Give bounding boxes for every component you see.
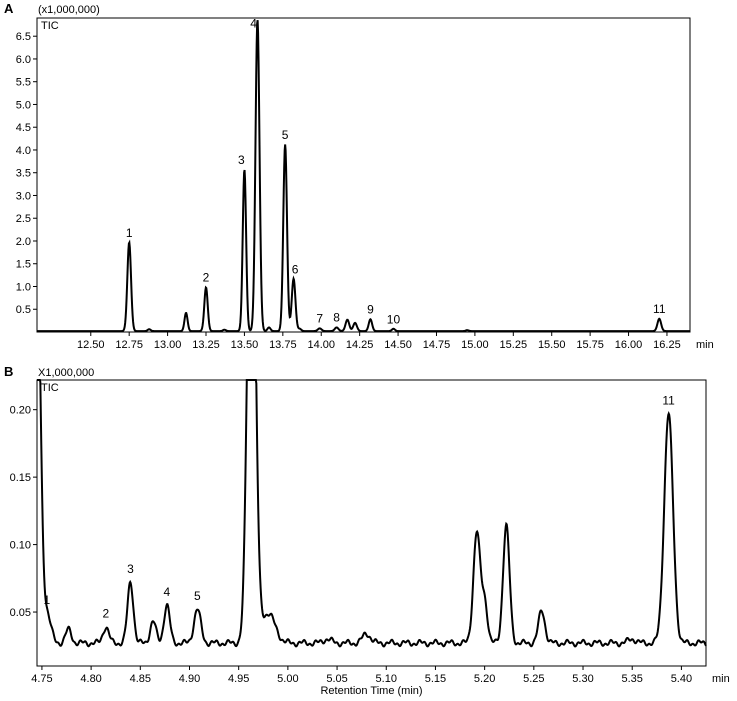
- panel-a-y-tick-label: 5.5: [16, 77, 31, 89]
- panel-a-letter: A: [4, 1, 14, 16]
- panel-a-y-tick-label: 2.0: [16, 236, 31, 248]
- panel-a-series-label: TIC: [41, 20, 59, 32]
- panel-a-y-tick-label: 3.0: [16, 190, 31, 202]
- panel-b-x-tick-label: 5.05: [326, 673, 347, 685]
- panel-a-x-tick-label: 15.50: [538, 339, 566, 351]
- panel-a-x-tick-label: 15.25: [500, 339, 528, 351]
- panel-b-x-tick-label: 4.85: [130, 673, 151, 685]
- panel-b-series-label: TIC: [41, 382, 59, 394]
- panel-b-y-tick-label: 0.20: [10, 405, 31, 417]
- panel-a-plot-frame: [36, 17, 691, 333]
- panel-b-x-axis-label: Retention Time (min): [320, 685, 422, 697]
- panel-a-x-tick-label: 16.00: [615, 339, 643, 351]
- panel-b-axes: 4.75 4.80 4.85 4.90 4.95 5.00 5.05 5.10 5.15 5.20…: [10, 405, 693, 685]
- panel-b-x-tick-label: 5.35: [622, 673, 643, 685]
- panel-b-x-tick-label: 5.00: [277, 673, 298, 685]
- panel-a-y-tick-label: 6.0: [16, 54, 31, 66]
- panel-b-peak-label-4: 4: [164, 585, 171, 599]
- panel-a-peak-label-11: 11: [653, 302, 666, 316]
- panel-a-y-tick-label: 1.0: [16, 281, 31, 293]
- panel-a-axes: 12.50 12.75 13.00 13.25 13.50 13.75 14.00 14.25…: [16, 31, 681, 351]
- panel-a-peak-label-2: 2: [203, 271, 210, 285]
- panel-b-x-tick-label: 5.30: [572, 673, 593, 685]
- panel-a-peak-label-6: 6: [292, 262, 299, 276]
- panel-a-x-tick-label: 14.25: [346, 339, 374, 351]
- panel-b-scale-label: X1,000,000: [38, 367, 94, 379]
- panel-b-x-tick-label: 5.15: [425, 673, 446, 685]
- panel-a-x-tick-label: 13.75: [269, 339, 297, 351]
- panel-b-y-tick-label: 0.15: [10, 472, 31, 484]
- panel-a-peak-label-3: 3: [238, 153, 245, 167]
- panel-a-x-tick-label: 14.75: [423, 339, 451, 351]
- panel-b-peak-label-11: 11: [662, 393, 675, 407]
- panel-a-peak-label-8: 8: [333, 311, 340, 325]
- panel-a-peak-labels: 1 2 3 4 5 6 7 8 9 10 11: [126, 17, 666, 327]
- panel-b-x-tick-label: 5.10: [376, 673, 397, 685]
- panel-a-y-tick-label: 6.5: [16, 31, 31, 43]
- panel-b-x-tick-label: 4.95: [228, 673, 249, 685]
- panel-a-y-tick-label: 2.5: [16, 213, 31, 225]
- panel-b-x-tick-label: 4.80: [80, 673, 101, 685]
- panel-a-x-tick-label: 13.25: [192, 339, 220, 351]
- panel-b-y-tick-label: 0.10: [10, 540, 31, 552]
- panel-a-x-tick-label: 15.75: [576, 339, 604, 351]
- panel-b-peak-label-5: 5: [194, 589, 201, 603]
- panel-a-x-tick-label: 14.50: [384, 339, 412, 351]
- panel-a-x-unit: min: [696, 339, 714, 351]
- panel-a-x-tick-label: 13.50: [231, 339, 259, 351]
- panel-a: A (x1,000,000) TIC min 12.50 12.75 13.00 13…: [4, 1, 714, 351]
- panel-b-plot-frame: [36, 379, 707, 667]
- panel-a-x-tick-label: 15.00: [461, 339, 489, 351]
- panel-a-peak-label-9: 9: [367, 302, 374, 316]
- panel-a-x-tick-label: 12.75: [115, 339, 143, 351]
- panel-a-x-tick-label: 13.00: [154, 339, 182, 351]
- panel-b-peak-label-1: 1: [43, 593, 50, 607]
- panel-a-peak-label-10: 10: [387, 312, 401, 326]
- panel-a-peak-label-5: 5: [282, 128, 289, 142]
- panel-b-x-tick-label: 5.40: [671, 673, 692, 685]
- panel-a-scale-label: (x1,000,000): [38, 4, 100, 16]
- panel-b-x-unit: min: [712, 673, 730, 685]
- panel-a-y-tick-label: 4.0: [16, 145, 31, 157]
- panel-b-peak-labels: 1 2 3 4 5 11: [43, 393, 675, 620]
- panel-b-x-tick-label: 4.90: [179, 673, 200, 685]
- panel-a-peak-label-7: 7: [316, 312, 323, 326]
- panel-b: B X1,000,000 TIC min Retention Time (min…: [4, 364, 730, 697]
- panel-a-y-tick-label: 5.0: [16, 99, 31, 111]
- panel-a-y-tick-label: 3.5: [16, 168, 31, 180]
- panel-a-peak-label-4: 4: [250, 17, 257, 31]
- panel-b-tic-trace: [37, 379, 707, 648]
- panel-a-tic-trace: [37, 19, 690, 333]
- panel-b-x-tick-label: 5.25: [523, 673, 544, 685]
- panel-a-x-tick-label: 12.50: [77, 339, 105, 351]
- panel-a-y-tick-label: 0.5: [16, 304, 31, 316]
- panel-a-peak-label-1: 1: [126, 226, 133, 240]
- panel-a-x-tick-label: 14.00: [307, 339, 335, 351]
- panel-a-y-tick-label: 4.5: [16, 122, 31, 134]
- panel-a-x-tick-label: 16.25: [653, 339, 681, 351]
- panel-b-peak-label-2: 2: [103, 606, 110, 620]
- panel-b-letter: B: [4, 364, 13, 379]
- panel-b-peak-label-3: 3: [127, 562, 134, 576]
- panel-b-x-tick-label: 4.75: [31, 673, 52, 685]
- panel-b-x-tick-label: 5.20: [474, 673, 495, 685]
- panel-b-y-tick-label: 0.05: [10, 607, 31, 619]
- panel-a-y-tick-label: 1.5: [16, 259, 31, 271]
